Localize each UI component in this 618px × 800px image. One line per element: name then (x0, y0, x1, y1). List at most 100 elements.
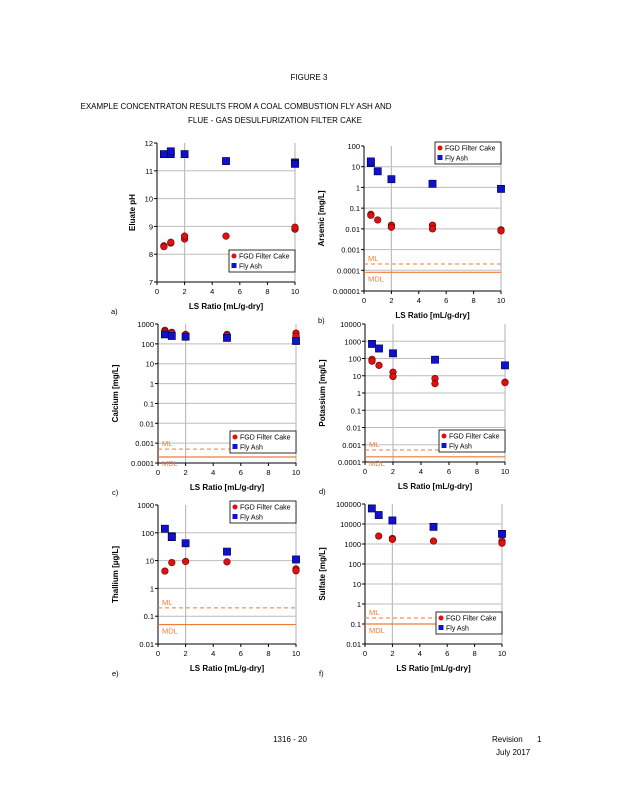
y-axis-label: Arsenic [mg/L] (317, 190, 326, 246)
legend-box (435, 611, 503, 635)
legend-marker-fly-ash (232, 444, 238, 449)
revision-date: July 2017 (496, 748, 531, 757)
y-tick-label: 0.1 (144, 612, 154, 621)
y-tick-label: 0.00001 (333, 287, 360, 296)
data-point-fly-ash (292, 337, 300, 345)
data-point-fly-ash (167, 332, 176, 340)
x-tick-label: 4 (211, 468, 215, 477)
x-tick-label: 10 (497, 296, 505, 305)
y-tick-label: 100 (348, 355, 361, 364)
legend-marker-fgd (232, 504, 238, 510)
data-point-fgd-filter-cake (168, 558, 176, 567)
legend: FGD Filter Cake Fly Ash (438, 429, 506, 453)
data-point-fly-ash (431, 355, 439, 364)
ml-label: ML (162, 439, 172, 448)
data-point-fgd-filter-cake (367, 211, 375, 219)
y-tick-label: 1 (357, 389, 361, 398)
y-tick-label: 1000 (137, 501, 154, 510)
data-point-fgd-filter-cake (167, 238, 175, 246)
data-point-fly-ash (501, 361, 509, 370)
x-tick-label: 4 (419, 467, 423, 476)
y-tick-label: 12 (145, 139, 153, 148)
ml-label: ML (368, 254, 378, 263)
data-point-fgd-filter-cake (223, 558, 231, 566)
data-point-fly-ash (388, 516, 397, 525)
x-tick-label: 8 (266, 468, 270, 477)
x-tick-label: 0 (156, 468, 160, 477)
data-point-fly-ash (498, 529, 506, 538)
y-tick-label: 0.0001 (131, 459, 154, 468)
y-tick-label: 0.01 (345, 225, 360, 234)
x-tick-label: 2 (389, 296, 393, 305)
y-tick-label: 10 (353, 372, 361, 381)
y-axis-label: Eluate pH (128, 194, 137, 231)
data-point-fly-ash (429, 522, 438, 531)
data-point-fgd-filter-cake (389, 372, 397, 381)
y-tick-label: 10 (146, 360, 154, 369)
x-tick-label: 0 (363, 467, 367, 476)
panel-label: c) (112, 488, 119, 497)
y-tick-label: 10 (145, 195, 153, 204)
y-tick-label: 0.0001 (337, 266, 360, 275)
figure-number: FIGURE 3 (291, 73, 328, 82)
y-tick-label: 0.001 (341, 246, 360, 255)
figure-title-line2: FLUE - GAS DESULFURIZATION FILTER CAKE (188, 116, 362, 125)
y-axis-label: Sulfate [mg/L] (318, 547, 327, 601)
x-tick-label: 2 (390, 649, 394, 658)
data-point-fly-ash (223, 333, 231, 342)
y-tick-label: 0.01 (346, 424, 361, 433)
data-point-fgd-filter-cake (222, 232, 230, 240)
y-tick-label: 10 (146, 557, 154, 566)
data-point-fly-ash (181, 332, 190, 341)
legend-box (229, 430, 297, 454)
y-tick-label: 0.01 (346, 640, 361, 649)
data-point-fly-ash (368, 340, 376, 348)
chart-c: 0.0001 0.001 0.01 0.1 1 10 100 1000 0 2 4 6 8 10 ML MDL… (111, 320, 300, 497)
y-tick-label: 100 (141, 529, 154, 538)
panel-label: f) (319, 669, 324, 678)
y-tick-label: 0.001 (135, 439, 154, 448)
legend-label-fgd: FGD Filter Cake (240, 505, 291, 512)
legend-box (229, 500, 297, 524)
y-tick-label: 0.01 (139, 419, 154, 428)
panel-label: b) (318, 316, 325, 325)
y-tick-label: 0.0001 (338, 458, 361, 467)
data-point-fgd-filter-cake (498, 539, 506, 547)
legend-label-fly-ash: Fly Ash (446, 626, 469, 633)
data-point-fgd-filter-cake (428, 225, 437, 233)
legend-marker-fgd (438, 615, 444, 621)
chart-e: 0.01 0.1 1 10 100 1000 0 2 4 6 8 10 ML MDL FGD Filter … (111, 500, 300, 678)
legend-marker-fgd (441, 433, 447, 439)
y-tick-label: 0.001 (342, 441, 361, 450)
legend-label-fgd: FGD Filter Cake (445, 146, 496, 153)
data-point-fly-ash (428, 179, 437, 188)
mdl-label: MDL (368, 274, 384, 283)
y-tick-label: 1 (356, 183, 360, 192)
y-tick-label: 100 (347, 142, 360, 151)
x-tick-label: 4 (210, 287, 214, 296)
data-point-fgd-filter-cake (375, 361, 383, 369)
ml-label: ML (162, 598, 172, 607)
x-axis-label: LS Ratio [mL/g-dry] (189, 302, 264, 311)
x-tick-label: 6 (444, 296, 448, 305)
data-point-fgd-filter-cake (429, 537, 438, 545)
legend-label-fly-ash: Fly Ash (240, 445, 263, 452)
y-tick-label: 10000 (340, 320, 361, 329)
legend-label-fgd: FGD Filter Cake (449, 434, 500, 441)
chart-b: 0.00001 0.0001 0.001 0.01 0.1 1 10 100 0 2 4 6 8 10 ML… (317, 141, 505, 325)
y-tick-label: 0.1 (351, 406, 361, 415)
x-tick-label: 0 (156, 649, 160, 658)
x-tick-label: 8 (475, 467, 479, 476)
y-tick-label: 100 (348, 560, 361, 569)
data-point-fgd-filter-cake (292, 567, 300, 575)
data-point-fly-ash (367, 504, 376, 513)
data-point-fly-ash (181, 539, 190, 548)
y-tick-label: 11 (145, 167, 153, 176)
x-tick-label: 6 (447, 467, 451, 476)
x-tick-label: 6 (445, 649, 449, 658)
y-tick-label: 10 (353, 580, 361, 589)
data-point-fly-ash (160, 150, 168, 159)
data-point-fgd-filter-cake (291, 223, 299, 231)
legend-marker-fly-ash (232, 514, 238, 519)
